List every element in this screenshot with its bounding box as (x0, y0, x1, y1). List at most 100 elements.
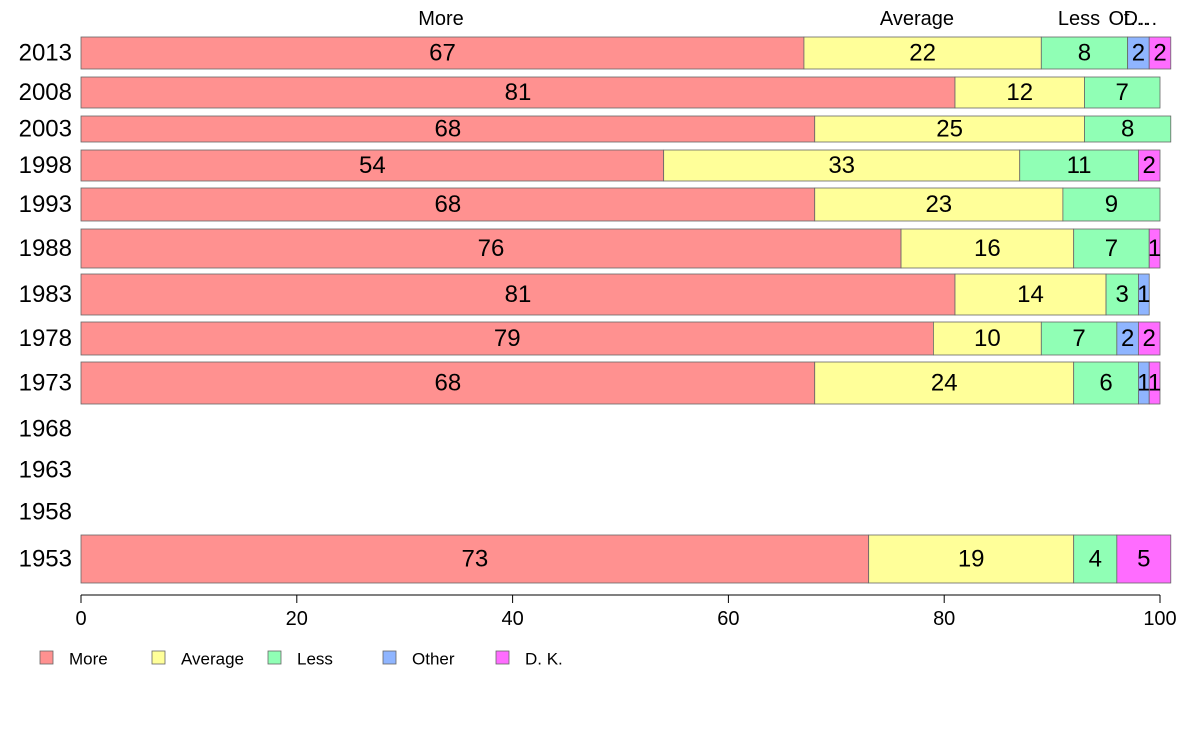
data-label: 4 (1089, 546, 1102, 573)
bar-segment (80, 534, 870, 584)
bar-segment (80, 321, 934, 356)
data-label: 76 (478, 235, 505, 262)
series-header-label: Less (1058, 8, 1100, 30)
data-label: 81 (505, 281, 532, 308)
bar-segment (80, 361, 816, 405)
data-label: 2 (1143, 325, 1156, 352)
bar-segment (814, 115, 1085, 143)
legend-swatch (267, 650, 282, 665)
year-label: 1998 (19, 152, 72, 179)
data-label: 33 (828, 152, 855, 179)
legend-swatch (382, 650, 397, 665)
data-label: 2 (1132, 40, 1145, 67)
bar-segment (933, 321, 1042, 356)
year-label: 1978 (19, 325, 72, 352)
data-label: 73 (461, 546, 488, 573)
data-label: 67 (429, 40, 456, 67)
data-label: 14 (1017, 281, 1044, 308)
legend-swatch (495, 650, 510, 665)
data-label: 9 (1105, 191, 1118, 218)
data-label: 1 (1137, 281, 1150, 308)
bars: 67 22 8 2 281 12 768 25 854 33 11 268 23 976 16 7 181 14 3… (80, 36, 1172, 584)
data-label: 1 (1148, 370, 1161, 397)
bar-segment (1138, 273, 1150, 316)
data-label: 8 (1078, 40, 1091, 67)
legend-label: Other (412, 650, 455, 669)
data-label: 8 (1121, 116, 1134, 143)
x-tick-label: 40 (501, 608, 523, 630)
x-tick-label: 0 (75, 608, 86, 630)
x-tick-label: 80 (933, 608, 955, 630)
data-label: 22 (909, 40, 936, 67)
category-labels: 2013 2008 2003 1998 1993 1988 1983 1978 1973 1968… (19, 40, 72, 573)
data-label: 19 (958, 546, 985, 573)
data-label: 12 (1006, 79, 1033, 106)
bar-segment (1073, 534, 1118, 584)
bar-segment (1019, 149, 1139, 182)
bar-segment (803, 36, 1042, 70)
data-label: 25 (936, 116, 963, 143)
year-label: 2003 (19, 116, 72, 143)
bar-segment (80, 228, 902, 269)
x-tick-label: 20 (286, 608, 308, 630)
bar-segment (1084, 115, 1172, 143)
data-label: 68 (435, 191, 462, 218)
year-label: 1993 (19, 191, 72, 218)
bar-segment (1084, 76, 1161, 109)
data-label: 79 (494, 325, 521, 352)
year-label: 1983 (19, 281, 72, 308)
data-label: 7 (1116, 79, 1129, 106)
x-tick-label: 60 (717, 608, 739, 630)
bar-segment (1073, 228, 1150, 269)
series-header-label: Average (880, 8, 954, 30)
data-label: 11 (1067, 152, 1092, 179)
x-axis: 0 20 40 60 80 100 (75, 594, 1177, 630)
year-label: 1953 (19, 546, 72, 573)
bar-segment (80, 76, 956, 109)
legend: More Average Less Other D. K. (39, 650, 563, 669)
data-label: 7 (1105, 235, 1118, 262)
series-header-label: D… (1124, 8, 1158, 30)
data-label: 6 (1099, 370, 1112, 397)
bar-segment (1062, 187, 1161, 222)
year-label: 1973 (19, 370, 72, 397)
legend-label: D. K. (525, 650, 563, 669)
legend-swatch (151, 650, 166, 665)
bar-segment (1138, 321, 1161, 356)
bar-segment (80, 149, 665, 182)
bar-segment (1148, 361, 1161, 405)
legend-swatch (39, 650, 54, 665)
bar-segment (1138, 149, 1161, 182)
data-label: 1 (1148, 235, 1161, 262)
year-label: 2008 (19, 79, 72, 106)
year-label: 1968 (19, 416, 72, 443)
data-label: 10 (974, 325, 1001, 352)
data-label: 2 (1121, 325, 1134, 352)
bar-segment (80, 115, 816, 143)
bar-segment (663, 149, 1021, 182)
data-label: 5 (1137, 546, 1150, 573)
bar-segment (868, 534, 1075, 584)
bar-segment (1040, 321, 1118, 356)
year-label: 1988 (19, 235, 72, 262)
bar-segment (814, 361, 1075, 405)
data-label: 81 (505, 79, 532, 106)
bar-segment (814, 187, 1064, 222)
data-label: 23 (925, 191, 952, 218)
data-label: 2 (1153, 40, 1166, 67)
legend-label: More (69, 650, 108, 669)
data-label: 7 (1072, 325, 1085, 352)
data-label: 2 (1143, 152, 1156, 179)
series-header-labels: More Average Less Ot…D… (418, 8, 1158, 30)
year-label: 1963 (19, 457, 72, 484)
data-label: 54 (359, 152, 386, 179)
bar-segment (954, 76, 1085, 109)
bar-segment (954, 273, 1107, 316)
data-label: 1 (1137, 370, 1150, 397)
bar-segment (1105, 273, 1139, 316)
year-label: 2013 (19, 40, 72, 67)
legend-label: Less (297, 650, 333, 669)
data-label: 68 (435, 116, 462, 143)
series-header-label: Ot… (1108, 8, 1149, 30)
